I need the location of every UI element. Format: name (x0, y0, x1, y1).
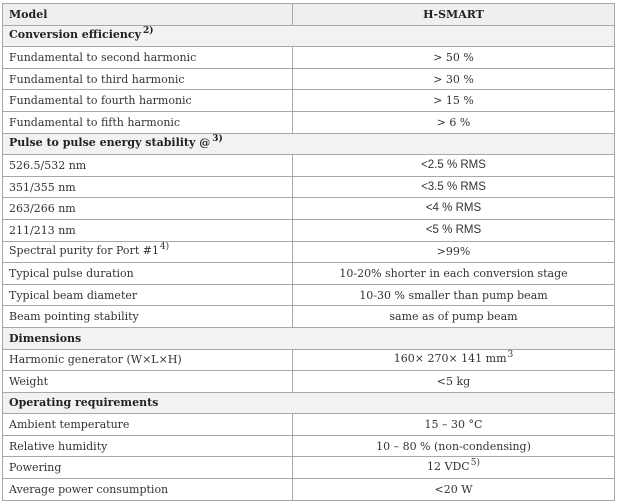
table-row: Ambient temperature 15 – 30 °C (2, 413, 615, 436)
section-row: Dimensions (2, 326, 615, 350)
row-value: 160× 270× 141 mm (393, 352, 507, 366)
row-value: <4 % RMS (292, 197, 615, 220)
table-row: 263/266 nm <4 % RMS (2, 197, 615, 220)
row-label: 526.5/532 nm (2, 154, 293, 177)
row-value: 10-30 % smaller than pump beam (292, 283, 615, 307)
table-row: Fundamental to fourth harmonic > 15 % (2, 89, 615, 112)
row-label: Fundamental to second harmonic (2, 46, 293, 69)
row-label-cell: Spectral purity for Port #14) (2, 240, 293, 264)
row-value: <3.5 % RMS (292, 175, 615, 199)
section-row: Pulse to pulse energy stability @3) (2, 132, 615, 156)
section-title-cell: Conversion efficiency 2) (2, 24, 615, 48)
section-row: Conversion efficiency 2) (2, 24, 615, 48)
footnote-marker: 2) (142, 26, 154, 37)
row-label: Fundamental to third harmonic (2, 67, 293, 91)
table-row: Typical pulse duration 10-20% shorter in… (2, 262, 615, 285)
row-value: >99% (292, 240, 615, 264)
row-value: 12 VDC (427, 460, 470, 474)
table-row: Harmonic generator (W×L×H) 160× 270× 141… (2, 348, 615, 372)
row-value: > 6 % (292, 110, 615, 134)
section-title: Operating requirements (2, 391, 615, 415)
footnote-marker: 3 (507, 350, 514, 361)
row-value: > 30 % (292, 67, 615, 91)
spec-table: Model H-SMART Conversion efficiency 2) Fu… (2, 3, 615, 501)
row-value-cell: 160× 270× 141 mm3 (292, 348, 615, 372)
footnote-marker: 4) (159, 242, 170, 253)
row-label: Fundamental to fourth harmonic (2, 89, 293, 112)
section-row: Operating requirements (2, 391, 615, 415)
row-label: Ambient temperature (2, 413, 293, 436)
section-title: Pulse to pulse energy stability @ (9, 136, 211, 150)
footnote-marker: 5) (470, 458, 480, 469)
row-value: 10 – 80 % (non-condensing) (292, 434, 615, 458)
row-label: Beam pointing stability (2, 305, 293, 328)
row-value: 10-20% shorter in each conversion stage (292, 262, 615, 285)
row-label: Harmonic generator (W×L×H) (2, 348, 293, 372)
row-value: 15 – 30 °C (292, 413, 615, 436)
row-label: Weight (2, 370, 293, 393)
row-label: 263/266 nm (2, 197, 293, 220)
row-label: Spectral purity for Port #1 (9, 244, 159, 258)
section-title-cell: Pulse to pulse energy stability @3) (2, 132, 615, 156)
section-title: Conversion efficiency (9, 28, 141, 42)
table-row: 211/213 nm <5 % RMS (2, 218, 615, 242)
row-label: Typical pulse duration (2, 262, 293, 285)
row-label: Fundamental to fifth harmonic (2, 110, 293, 134)
row-value: same as of pump beam (292, 305, 615, 328)
table-row: Typical beam diameter 10-30 % smaller th… (2, 283, 615, 307)
row-value: <5 kg (292, 370, 615, 393)
table-row: Fundamental to third harmonic > 30 % (2, 67, 615, 91)
row-label: Typical beam diameter (2, 283, 293, 307)
table-row: Weight <5 kg (2, 370, 615, 393)
table-row: 526.5/532 nm <2.5 % RMS (2, 154, 615, 177)
header-label: Model (2, 3, 293, 26)
row-value: > 50 % (292, 46, 615, 69)
row-value: <2.5 % RMS (292, 154, 615, 177)
table-row: Spectral purity for Port #14) >99% (2, 240, 615, 264)
spec-table-container: Model H-SMART Conversion efficiency 2) Fu… (2, 3, 615, 501)
table-row: Powering 12 VDC5) (2, 456, 615, 480)
row-label: Relative humidity (2, 434, 293, 458)
table-header-row: Model H-SMART (2, 3, 615, 26)
section-title: Dimensions (2, 326, 615, 350)
table-row: 351/355 nm <3.5 % RMS (2, 175, 615, 199)
table-row: Relative humidity 10 – 80 % (non-condens… (2, 434, 615, 458)
table-row: Fundamental to fifth harmonic > 6 % (2, 110, 615, 134)
row-label: Powering (2, 456, 293, 480)
table-row: Beam pointing stability same as of pump … (2, 305, 615, 328)
row-value-cell: 12 VDC5) (292, 456, 615, 480)
row-label: 351/355 nm (2, 175, 293, 199)
header-model-name: H-SMART (292, 3, 615, 26)
footnote-marker: 3) (212, 134, 223, 145)
row-value: > 15 % (292, 89, 615, 112)
row-value: <5 % RMS (292, 218, 615, 242)
table-row: Fundamental to second harmonic > 50 % (2, 46, 615, 69)
row-label: 211/213 nm (2, 218, 293, 242)
